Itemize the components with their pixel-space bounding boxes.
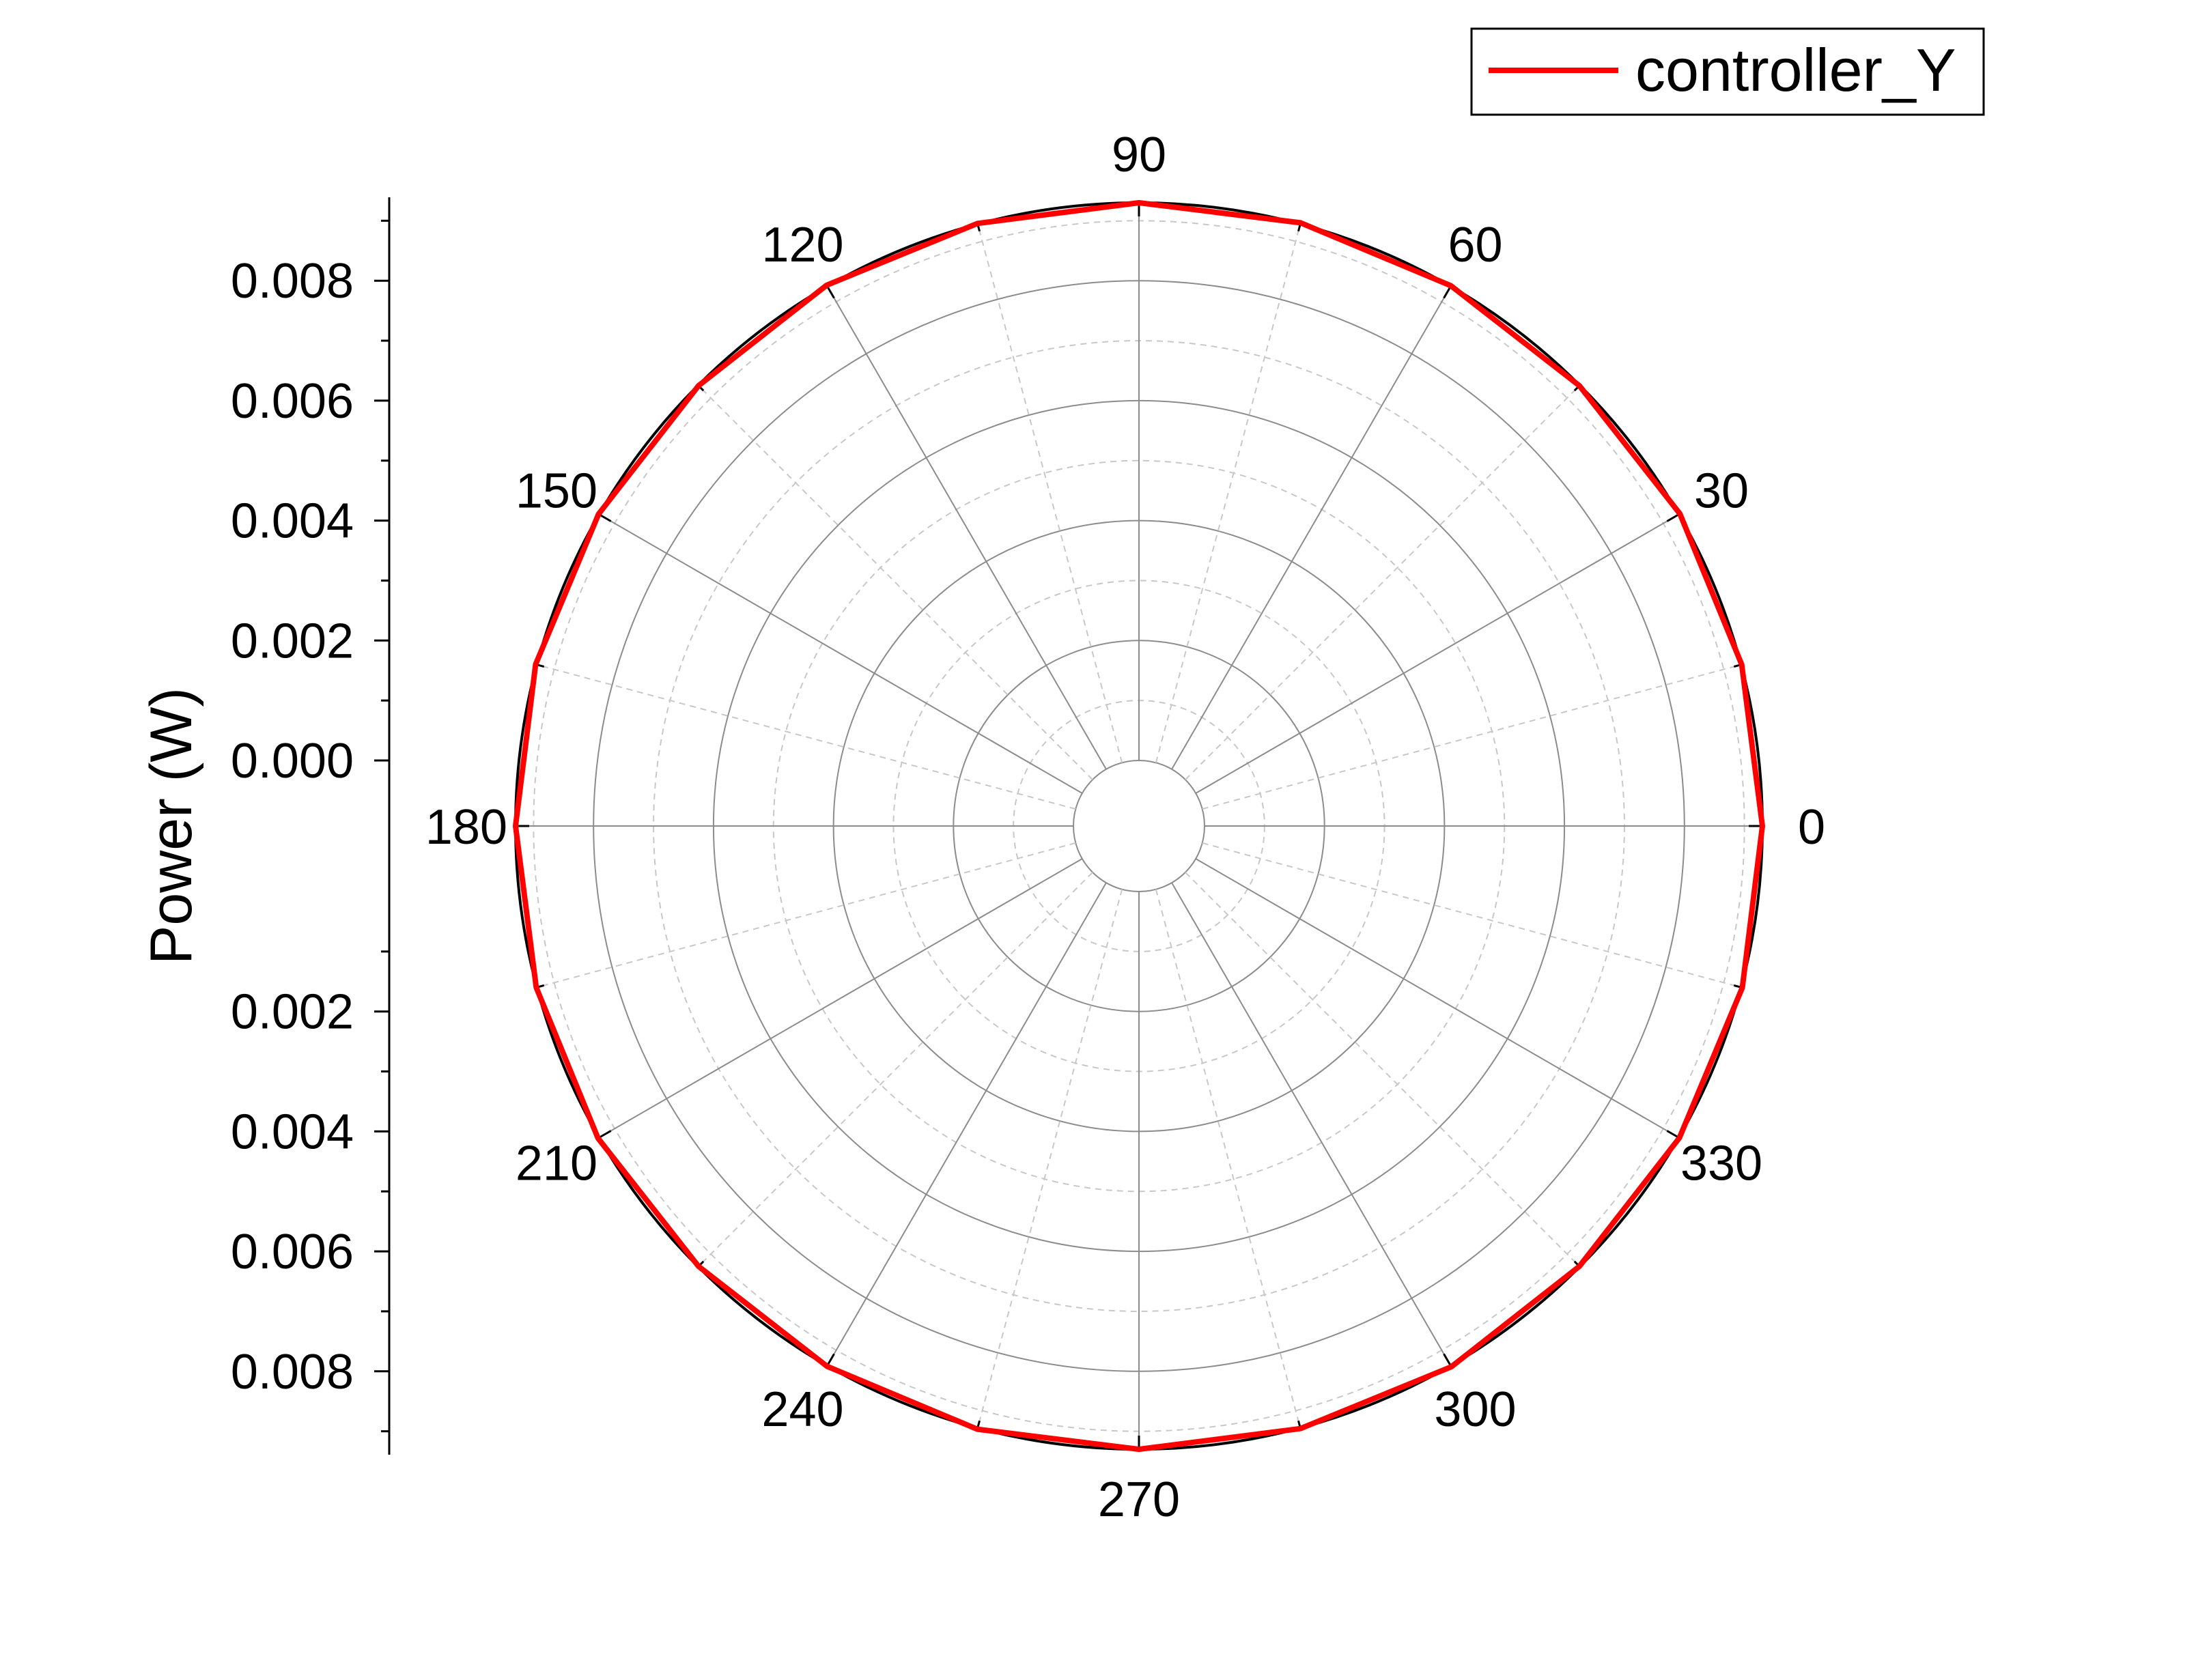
angular-tick [826, 285, 835, 299]
major-grid-spoke [826, 285, 1107, 770]
minor-grid-spoke [697, 384, 1093, 780]
legend[interactable]: controller_Y [1470, 27, 1985, 116]
minor-grid-spoke [1155, 889, 1301, 1429]
minor-grid-spoke [976, 223, 1123, 763]
radial-axis-tick-label: 0.004 [231, 1105, 354, 1159]
minor-grid-spoke [536, 664, 1076, 810]
angular-tick [1443, 1353, 1452, 1367]
angular-tick [598, 513, 612, 522]
angular-tick-label: 210 [516, 1137, 597, 1191]
angular-tick-label: 60 [1448, 218, 1502, 272]
major-grid-spoke [1195, 858, 1680, 1139]
major-grid-spoke [826, 882, 1107, 1367]
angular-tick-label: 0 [1798, 800, 1825, 855]
angular-axis-labels: 0 30 60 90 120 150 180 210 240 270 300 330 [425, 128, 1825, 1527]
angular-tick-label: 240 [761, 1382, 843, 1437]
legend-label: controller_Y [1635, 36, 1956, 104]
angular-tick [1666, 1130, 1680, 1139]
series-line-controller_Y [513, 200, 1765, 1452]
angular-tick-label: 270 [1098, 1472, 1180, 1527]
angular-tick-label: 300 [1434, 1382, 1516, 1437]
radial-axis-tick-label: 0.008 [231, 1345, 354, 1399]
major-grid-spoke [598, 513, 1083, 794]
major-grid-spoke [1171, 882, 1452, 1367]
angular-tick [1443, 285, 1452, 299]
angular-tick-label: 150 [516, 464, 597, 519]
minor-grid-spoke [536, 842, 1076, 988]
angular-tick [598, 1130, 612, 1139]
angular-tick-label: 330 [1680, 1137, 1762, 1191]
minor-grid-spoke [1155, 223, 1301, 763]
minor-grid-spoke [1202, 664, 1742, 810]
major-grid-spoke [598, 858, 1083, 1139]
minor-grid-spoke [1185, 384, 1581, 780]
angular-tick [826, 1353, 835, 1367]
radial-axis-title: Power (W) [139, 687, 204, 965]
angular-tick-label: 120 [761, 218, 843, 272]
minor-grid-spoke [1202, 842, 1742, 988]
major-grid-spoke [1195, 513, 1680, 794]
radial-axis: Power (W) 0.008 0.006 0.004 0.002 0.000 0.002… [139, 197, 391, 1455]
series-layer [513, 200, 1765, 1452]
minor-grid-spoke [976, 889, 1123, 1429]
radial-axis-tick-label: 0.002 [231, 985, 354, 1040]
radial-axis-tick-label: 0.006 [231, 374, 354, 429]
minor-grid-spoke [1185, 872, 1581, 1268]
radial-axis-tick-label: 0.006 [231, 1225, 354, 1279]
angular-tick-label: 30 [1694, 464, 1749, 519]
angular-tick [1666, 513, 1680, 522]
radial-axis-tick-label: 0.008 [231, 254, 354, 309]
major-grid-spoke [1171, 285, 1452, 770]
minor-grid-spoke [697, 872, 1093, 1268]
angular-tick-label: 90 [1112, 128, 1166, 182]
radial-axis-tick-label: 0.002 [231, 614, 354, 668]
major-grid-circle [1073, 760, 1205, 892]
angular-tick-label: 180 [425, 800, 507, 855]
radial-axis-tick-label: 0.004 [231, 494, 354, 549]
polar-grid [514, 201, 1764, 1451]
radial-axis-tick-label: 0.000 [231, 734, 354, 788]
